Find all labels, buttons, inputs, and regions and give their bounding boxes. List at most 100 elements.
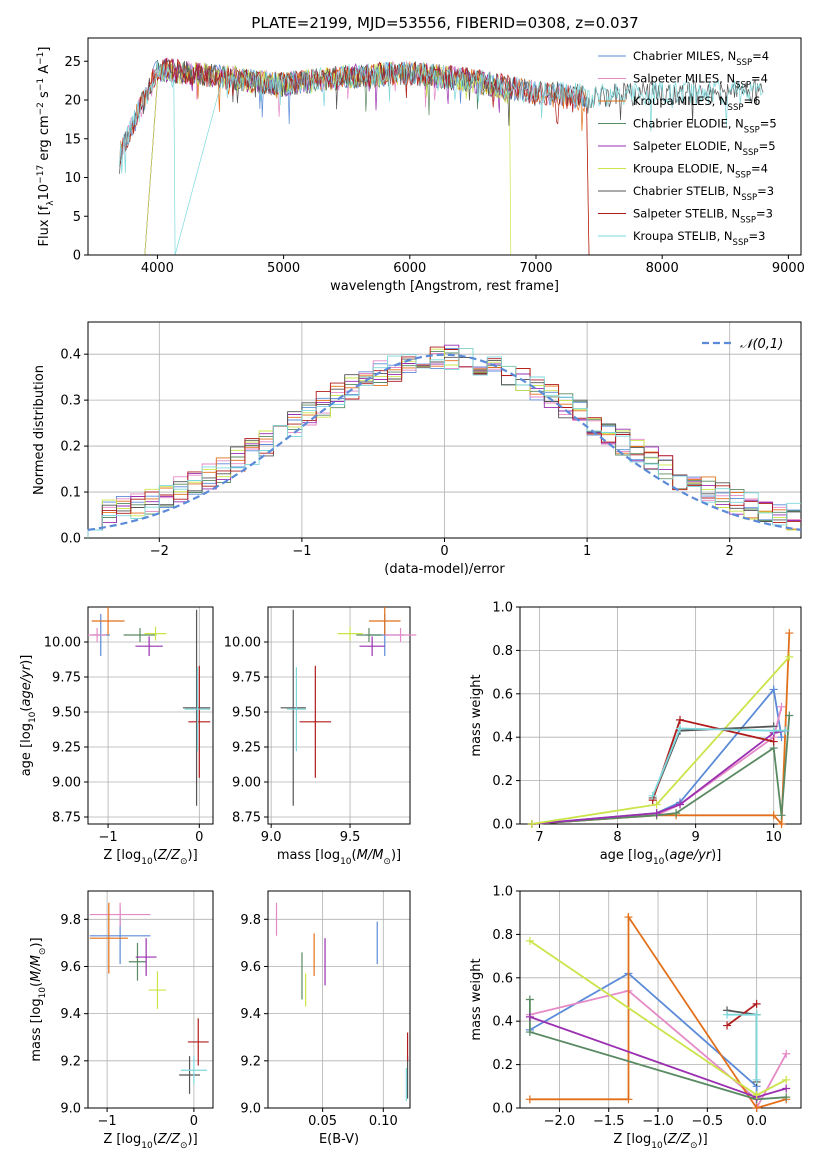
weight-marker [769,737,778,746]
legend-label-part: SSP [735,81,751,91]
legend-label-part: =3 [756,207,773,221]
y-tick-label: 1.0 [492,885,513,900]
legend-label-part: Salpeter MILES, N [633,72,735,86]
y-axis-label-part: ( [19,707,34,712]
y-tick-label: 9.0 [240,1102,261,1117]
y-tick-label: 0.2 [492,774,513,789]
x-axis-label-part: mass [log [277,848,340,863]
weight-marker [676,800,685,809]
legend-label-part: =3 [748,229,765,243]
y-tick-label: 9.25 [52,741,81,756]
legend-label: Chabrier STELIB, NSSP=3 [633,184,774,203]
weight-marker [782,1093,791,1102]
y-tick-label: 0.0 [492,818,513,833]
weight-marker [777,820,786,828]
weight-marker [785,711,794,720]
y-tick-label: 0.0 [492,1102,513,1117]
x-axis-label-part: )] [391,848,401,863]
x-axis-label-part: Z/Z [157,848,181,863]
x-tick-label: −1.5 [593,1114,625,1129]
x-tick-label: 10 [765,830,782,845]
y-axis-label-part: mass [log [29,998,44,1061]
legend-label-part: =5 [759,139,776,153]
x-tick-label: 8 [613,830,621,845]
weight-marker [676,724,685,733]
y-tick-label: 15 [64,132,81,147]
y-axis-label-part: age/yr [19,663,34,706]
plot-frame [267,606,411,825]
y-tick-label: 0.4 [492,1015,513,1030]
y-tick-label: 9.00 [52,776,81,791]
weight-marker [723,1010,732,1019]
x-tick-label: −1 [292,544,311,559]
legend-label-part: Salpeter ELODIE, N [633,139,743,153]
x-axis-label-part: ( [352,848,357,863]
x-tick-label: −2.0 [544,1114,576,1129]
weight-marker [624,1095,633,1104]
x-tick-label: 6000 [393,261,426,276]
y-axis-label-part: 10 [38,987,48,999]
y-axis-label: Normed distribution [32,365,47,495]
y-tick-label: 1.0 [492,601,513,616]
weight-line [531,715,791,825]
weight-marker [752,1090,761,1099]
y-axis-label-part: λ [46,200,56,206]
y-axis-label-part: erg cm [37,115,52,164]
y-tick-label: 0.0 [60,532,81,547]
x-tick-label: 4000 [141,261,174,276]
weight-marker [752,999,761,1008]
y-tick-label: 0.6 [492,971,513,986]
weight-marker [525,1095,534,1104]
x-tick-label: 0.10 [369,1114,398,1129]
legend-label-part: =4 [752,49,769,63]
x-axis-label-part: )] [188,848,198,863]
weight-line [651,727,786,797]
weight-marker [777,811,786,820]
y-tick-label: 0.6 [492,687,513,702]
y-axis-label-part: Flux [f [37,205,52,246]
y-axis-label-part: 10 [28,711,38,723]
x-axis-label-part: ⊙ [690,1141,698,1151]
weight-marker [769,685,778,694]
plot-frame [87,606,214,825]
legend-label-part: =4 [751,72,768,86]
x-axis-label-part: 10 [651,1141,663,1151]
x-axis-label-part: ( [153,1132,158,1147]
weight-marker [527,820,536,828]
x-tick-label: 9 [691,830,699,845]
y-tick-label: 0.4 [492,731,513,746]
y-tick-label: 9.4 [240,1007,261,1022]
weight-marker [525,1012,534,1021]
weight-marker [782,1075,791,1084]
figure-title: PLATE=2199, MJD=53556, FIBERID=0308, z=0… [251,14,638,32]
y-tick-label: 9.00 [232,776,261,791]
weight-marker [752,1075,761,1084]
x-axis-label-part: 10 [141,1141,153,1151]
spectrum-line [119,58,590,255]
x-axis-label-part: )] [711,848,721,863]
spectrum-line [119,60,764,255]
x-axis-label-part: ⊙ [180,1141,188,1151]
y-axis-label-part: −2 [36,102,46,115]
residual-histogram-panel: −2 −1 0 1 2 0.0 0.1 0.2 0.3 0.4 𝒩(0,1) (data-model)… [32,321,802,577]
legend-label: Kroupa ELODIE, NSSP=4 [633,162,768,181]
x-axis-label-part: 10 [141,857,153,867]
x-axis-label-part: Z/Z [667,1132,691,1147]
weight-marker [723,1021,732,1030]
x-tick-label: 2 [726,544,734,559]
weight-marker [777,702,786,711]
x-tick-label: 0.05 [308,1114,337,1129]
y-axis-label-part: Normed distribution [32,365,47,495]
x-axis-label-part: Z [log [103,1132,141,1147]
y-axis-label-part: −1 [36,52,46,65]
weight-marker [652,800,661,809]
y-tick-label: 0.4 [60,348,81,363]
y-tick-label: 9.75 [52,671,81,686]
weight-marker [785,652,794,661]
legend-label-part: =3 [757,184,774,198]
x-axis-label-part: 10 [340,857,352,867]
y-axis-label: mass [log10(M/M⊙)] [29,937,48,1061]
y-tick-label: 9.50 [232,706,261,721]
